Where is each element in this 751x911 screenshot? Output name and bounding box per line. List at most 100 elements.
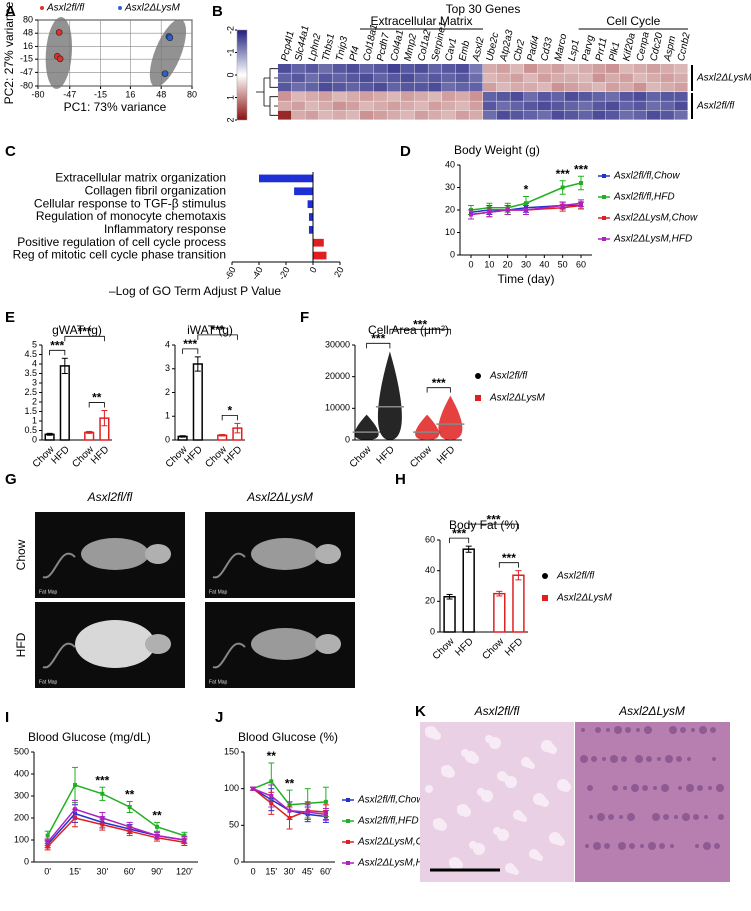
chart-title: iWAT (g) bbox=[187, 323, 233, 337]
significance-label: *** bbox=[78, 324, 92, 338]
y-tick-label: 10 bbox=[445, 227, 455, 237]
panel-label: I bbox=[5, 709, 9, 726]
row-group-label: Asxl2fl/fl bbox=[696, 101, 735, 112]
y-tick-label: 3 bbox=[32, 377, 37, 387]
group-label: Extracellular Matrix bbox=[370, 14, 472, 28]
colorbar-tick-label: 2 bbox=[225, 117, 235, 122]
panel-label: H bbox=[395, 471, 406, 488]
heat-cell bbox=[387, 73, 401, 83]
heat-cell bbox=[442, 110, 456, 120]
heat-cell bbox=[483, 92, 497, 101]
point bbox=[45, 844, 50, 849]
heat-cell bbox=[524, 64, 538, 73]
heat-cell bbox=[496, 101, 510, 111]
heat-cell bbox=[455, 110, 469, 120]
tissue-texture bbox=[691, 728, 695, 732]
tissue-texture bbox=[425, 785, 433, 793]
heat-cell bbox=[319, 101, 333, 111]
gene-label: Prr11 bbox=[594, 37, 610, 62]
tissue-texture bbox=[642, 785, 648, 791]
tissue-texture bbox=[640, 844, 644, 848]
heat-cell bbox=[483, 110, 497, 120]
y-tick-label: 100 bbox=[14, 834, 29, 844]
heat-cell bbox=[278, 110, 292, 120]
x-tick-label: Chow bbox=[408, 444, 434, 470]
heat-cell bbox=[483, 101, 497, 111]
tissue-texture bbox=[669, 726, 677, 734]
heat-cell bbox=[332, 73, 346, 83]
category-label: Collagen fibril organization bbox=[85, 183, 226, 197]
colorbar-tick-label: -1 bbox=[225, 48, 235, 56]
point bbox=[73, 807, 77, 812]
legend-marker bbox=[602, 237, 606, 241]
x-tick-label: HFD bbox=[375, 444, 397, 466]
series-line bbox=[470, 182, 582, 211]
bar bbox=[308, 226, 313, 234]
tissue-texture bbox=[621, 756, 627, 762]
y-tick-label: -15 bbox=[20, 54, 33, 64]
heat-cell bbox=[360, 82, 374, 92]
mouse-head bbox=[145, 634, 171, 654]
tissue-texture bbox=[663, 814, 669, 820]
cluster-ellipse bbox=[45, 17, 73, 89]
tissue-texture bbox=[489, 737, 501, 749]
heat-cell bbox=[606, 101, 620, 111]
heat-cell bbox=[578, 92, 592, 101]
y-tick-label: 0 bbox=[165, 434, 170, 444]
heat-cell bbox=[360, 64, 374, 73]
series-line bbox=[47, 808, 185, 843]
heat-cell bbox=[387, 92, 401, 101]
heat-cell bbox=[606, 110, 620, 120]
heat-cell bbox=[401, 73, 415, 83]
heat-cell bbox=[551, 82, 565, 92]
y-tick-label: -47 bbox=[20, 67, 33, 77]
chart-title: Body Fat (%) bbox=[449, 518, 519, 532]
heat-cell bbox=[332, 92, 346, 101]
legend-label: Asxl2ΔLysM bbox=[489, 393, 546, 404]
heat-cell bbox=[332, 82, 346, 92]
bar bbox=[259, 174, 313, 183]
heat-cell bbox=[346, 110, 360, 120]
point bbox=[127, 824, 132, 829]
significance-label: ** bbox=[125, 788, 135, 802]
heat-cell bbox=[428, 110, 442, 120]
point bbox=[55, 29, 63, 36]
heat-cell bbox=[565, 64, 579, 73]
y-tick-label: 150 bbox=[224, 746, 239, 756]
heat-cell bbox=[510, 101, 524, 111]
histology-image bbox=[575, 722, 730, 882]
tissue-texture bbox=[581, 728, 585, 732]
heat-cell bbox=[606, 92, 620, 101]
gene-label: Cbr2 bbox=[512, 38, 527, 62]
tissue-texture bbox=[670, 844, 674, 848]
legend-label: Asxl2fl/fl bbox=[46, 3, 85, 14]
mouse-head bbox=[315, 634, 341, 654]
heat-cell bbox=[442, 101, 456, 111]
heat-cell bbox=[565, 73, 579, 83]
tissue-texture bbox=[629, 843, 635, 849]
x-tick-label: 50 bbox=[558, 259, 568, 269]
tissue-texture bbox=[614, 726, 622, 734]
heat-cell bbox=[565, 101, 579, 111]
tissue-texture bbox=[676, 756, 682, 762]
point bbox=[56, 55, 64, 63]
significance-bracket bbox=[88, 402, 105, 408]
y-tick-label: 40 bbox=[425, 565, 435, 575]
cluster-ellipse bbox=[149, 19, 187, 87]
mouse-tail bbox=[42, 642, 76, 669]
row-label: HFD bbox=[14, 632, 28, 657]
category-label: Inflammatory response bbox=[104, 222, 226, 236]
bar bbox=[308, 213, 313, 221]
y-tick-label: 10000 bbox=[325, 403, 350, 413]
x-axis-label: Time (day) bbox=[498, 272, 555, 286]
heat-cell bbox=[278, 92, 292, 101]
tissue-texture bbox=[595, 727, 601, 733]
x-tick-label: 60' bbox=[124, 866, 136, 876]
heat-cell bbox=[510, 64, 524, 73]
heat-cell bbox=[469, 82, 483, 92]
heat-cell bbox=[524, 110, 538, 120]
group-label: Cell Cycle bbox=[606, 14, 660, 28]
heat-cell bbox=[674, 64, 688, 73]
heat-cell bbox=[346, 82, 360, 92]
x-tick-label: 0 bbox=[468, 259, 473, 269]
